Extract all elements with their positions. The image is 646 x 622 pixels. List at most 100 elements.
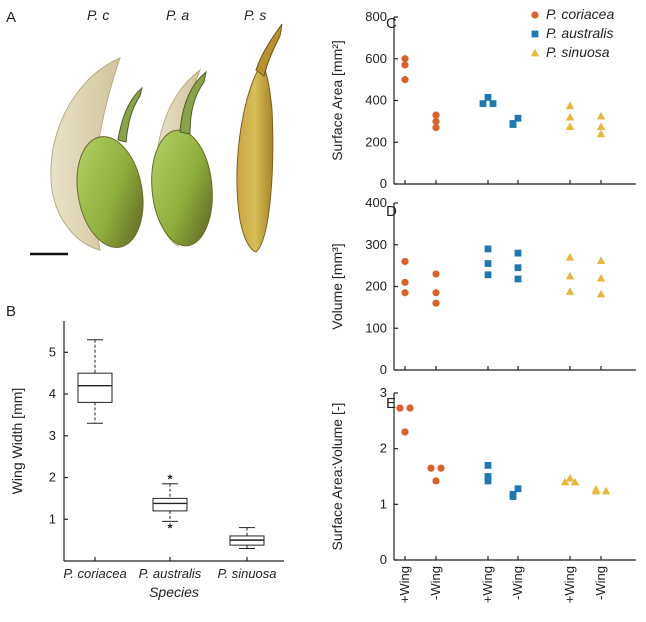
panel-d-point-psinuosa [596,289,606,298]
panel-e-point-paustralis [484,477,492,485]
panel-b-y-tick-label: 5 [49,344,56,359]
panel-d-point-paustralis [514,275,522,283]
panel-b-outlier: * [167,471,173,486]
panel-e-point-pcoriacea [432,477,440,485]
panel-d-point-paustralis [514,264,522,272]
panel-e-point-paustralis [514,485,522,493]
panel-c-point-pcoriacea [432,117,440,125]
panel-e-point-psinuosa [601,486,611,495]
panel-b-y-tick-label: 1 [49,511,56,526]
panel-e-y-axis-title: Surface Area:Volume [-] [329,403,345,551]
panel-e-point-paustralis [509,493,517,500]
panel-d-y-tick-label: 0 [380,362,387,377]
panel-e-point-pcoriacea [437,464,445,472]
panel-c-y-tick-label: 800 [365,9,387,24]
panel-c-y-tick-label: 400 [365,93,387,108]
panel-b-box [152,497,188,512]
legend-marker-triangle [530,48,540,57]
panel-c-point-pcoriacea [432,111,440,119]
panel-c-point-psinuosa [596,129,606,138]
panel-e-point-psinuosa [591,486,601,495]
panel-d-y-tick-label: 200 [365,279,387,294]
panel-e-point-psinuosa [565,473,575,482]
panel-e-point-pcoriacea [401,428,409,436]
panel-c-point-psinuosa [596,111,606,120]
panel-e-y-tick-label: 3 [380,385,387,400]
panel-c-point-psinuosa [565,122,575,130]
panel-d-point-paustralis [514,249,522,257]
panel-b-outlier: * [167,521,173,536]
panel-e-point-paustralis [484,473,492,480]
panel-c-point-psinuosa [596,122,606,130]
legend-label: P. sinuosa [546,44,610,60]
panel-c-point-pcoriacea [432,124,440,132]
panel-d-point-pcoriacea [432,270,440,278]
panel-d-point-psinuosa [596,273,606,282]
seed-image-p-australis [151,68,213,247]
panel-e-y-tick-label: 2 [380,441,387,456]
panel-b-box [77,372,113,403]
panel-c-point-paustralis [514,114,522,122]
panel-a-letter: A [6,9,16,26]
panel-c-point-pcoriacea [401,61,409,69]
panel-a: A P. c P. a P. s [6,7,283,256]
panel-e-sa-volume: E 0 1 2 3 Surface Area:Volume [-] [329,385,636,567]
panel-d-point-psinuosa [565,253,575,261]
panel-b-y-tick-label: 4 [49,386,56,401]
panel-c-letter: C [386,15,397,32]
panel-c-point-paustralis [479,100,487,108]
x-category-label: +Wing [480,566,495,603]
panel-b-letter: B [6,303,16,320]
panel-b-y-axis-title: Wing Width [mm] [9,388,25,495]
panel-e-point-pcoriacea [396,404,404,412]
panel-d-point-paustralis [484,260,492,267]
panel-d-point-paustralis [484,271,492,279]
panel-b-boxplot: B 1 2 3 4 5 P. coriacea P. australis * * P. sinuo… [6,303,284,600]
panel-d-point-pcoriacea [432,299,440,307]
panel-e-y-tick-label: 1 [380,496,387,511]
panel-b-x-tick-label: P. australis [139,566,202,581]
panel-d-y-tick-label: 400 [365,195,387,210]
species-label-pc: P. c [87,7,109,23]
panel-b-x-tick-label: P. coriacea [63,566,126,581]
x-category-label: -Wing [428,566,443,600]
legend: P. coriacea P. australis P. sinuosa [530,6,614,60]
panel-c-surface-area: C 0 200 400 600 800 Surface Area [mm²] [329,9,636,191]
x-category-label: -Wing [593,566,608,600]
panel-e-point-psinuosa [560,477,570,486]
species-label-ps: P. s [244,7,266,23]
panel-e-point-pcoriacea [406,404,414,412]
legend-marker-circle [531,11,539,19]
panel-e-point-psinuosa [570,477,580,486]
panel-d-y-tick-label: 100 [365,320,387,335]
panel-d-point-psinuosa [565,271,575,280]
x-category-label: -Wing [510,566,525,600]
seed-image-p-coriacea [50,57,144,251]
panel-d-point-pcoriacea [401,278,409,286]
x-category-label: +Wing [562,566,577,603]
x-category-label: +Wing [397,566,412,603]
legend-marker-square [531,30,539,38]
panel-d-point-paustralis [484,245,492,253]
panel-e-y-tick-label: 0 [380,552,387,567]
panel-d-point-psinuosa [565,287,575,295]
panel-c-point-pcoriacea [401,76,409,84]
panel-c-point-psinuosa [565,101,575,110]
panel-d-volume: D 0 100 200 300 400 Volume [mm³] [329,195,636,377]
panel-e-letter: E [386,395,396,412]
panel-e-point-pcoriacea [427,464,435,472]
panel-c-point-paustralis [484,93,492,101]
panel-d-y-axis-title: Volume [mm³] [329,243,345,329]
panel-c-point-paustralis [509,121,517,128]
panel-d-point-pcoriacea [401,289,409,297]
panel-c-y-tick-label: 200 [365,134,387,149]
panel-d-point-pcoriacea [432,289,440,297]
panel-b-y-tick-label: 3 [49,428,56,443]
legend-label: P. australis [546,25,613,41]
panel-c-point-psinuosa [565,113,575,121]
panel-c-y-axis-title: Surface Area [mm²] [329,40,345,161]
panel-c-y-tick-label: 600 [365,51,387,66]
panel-e-point-paustralis [484,461,492,469]
seed-image-p-sinuosa [236,23,283,253]
panel-d-letter: D [386,203,397,220]
